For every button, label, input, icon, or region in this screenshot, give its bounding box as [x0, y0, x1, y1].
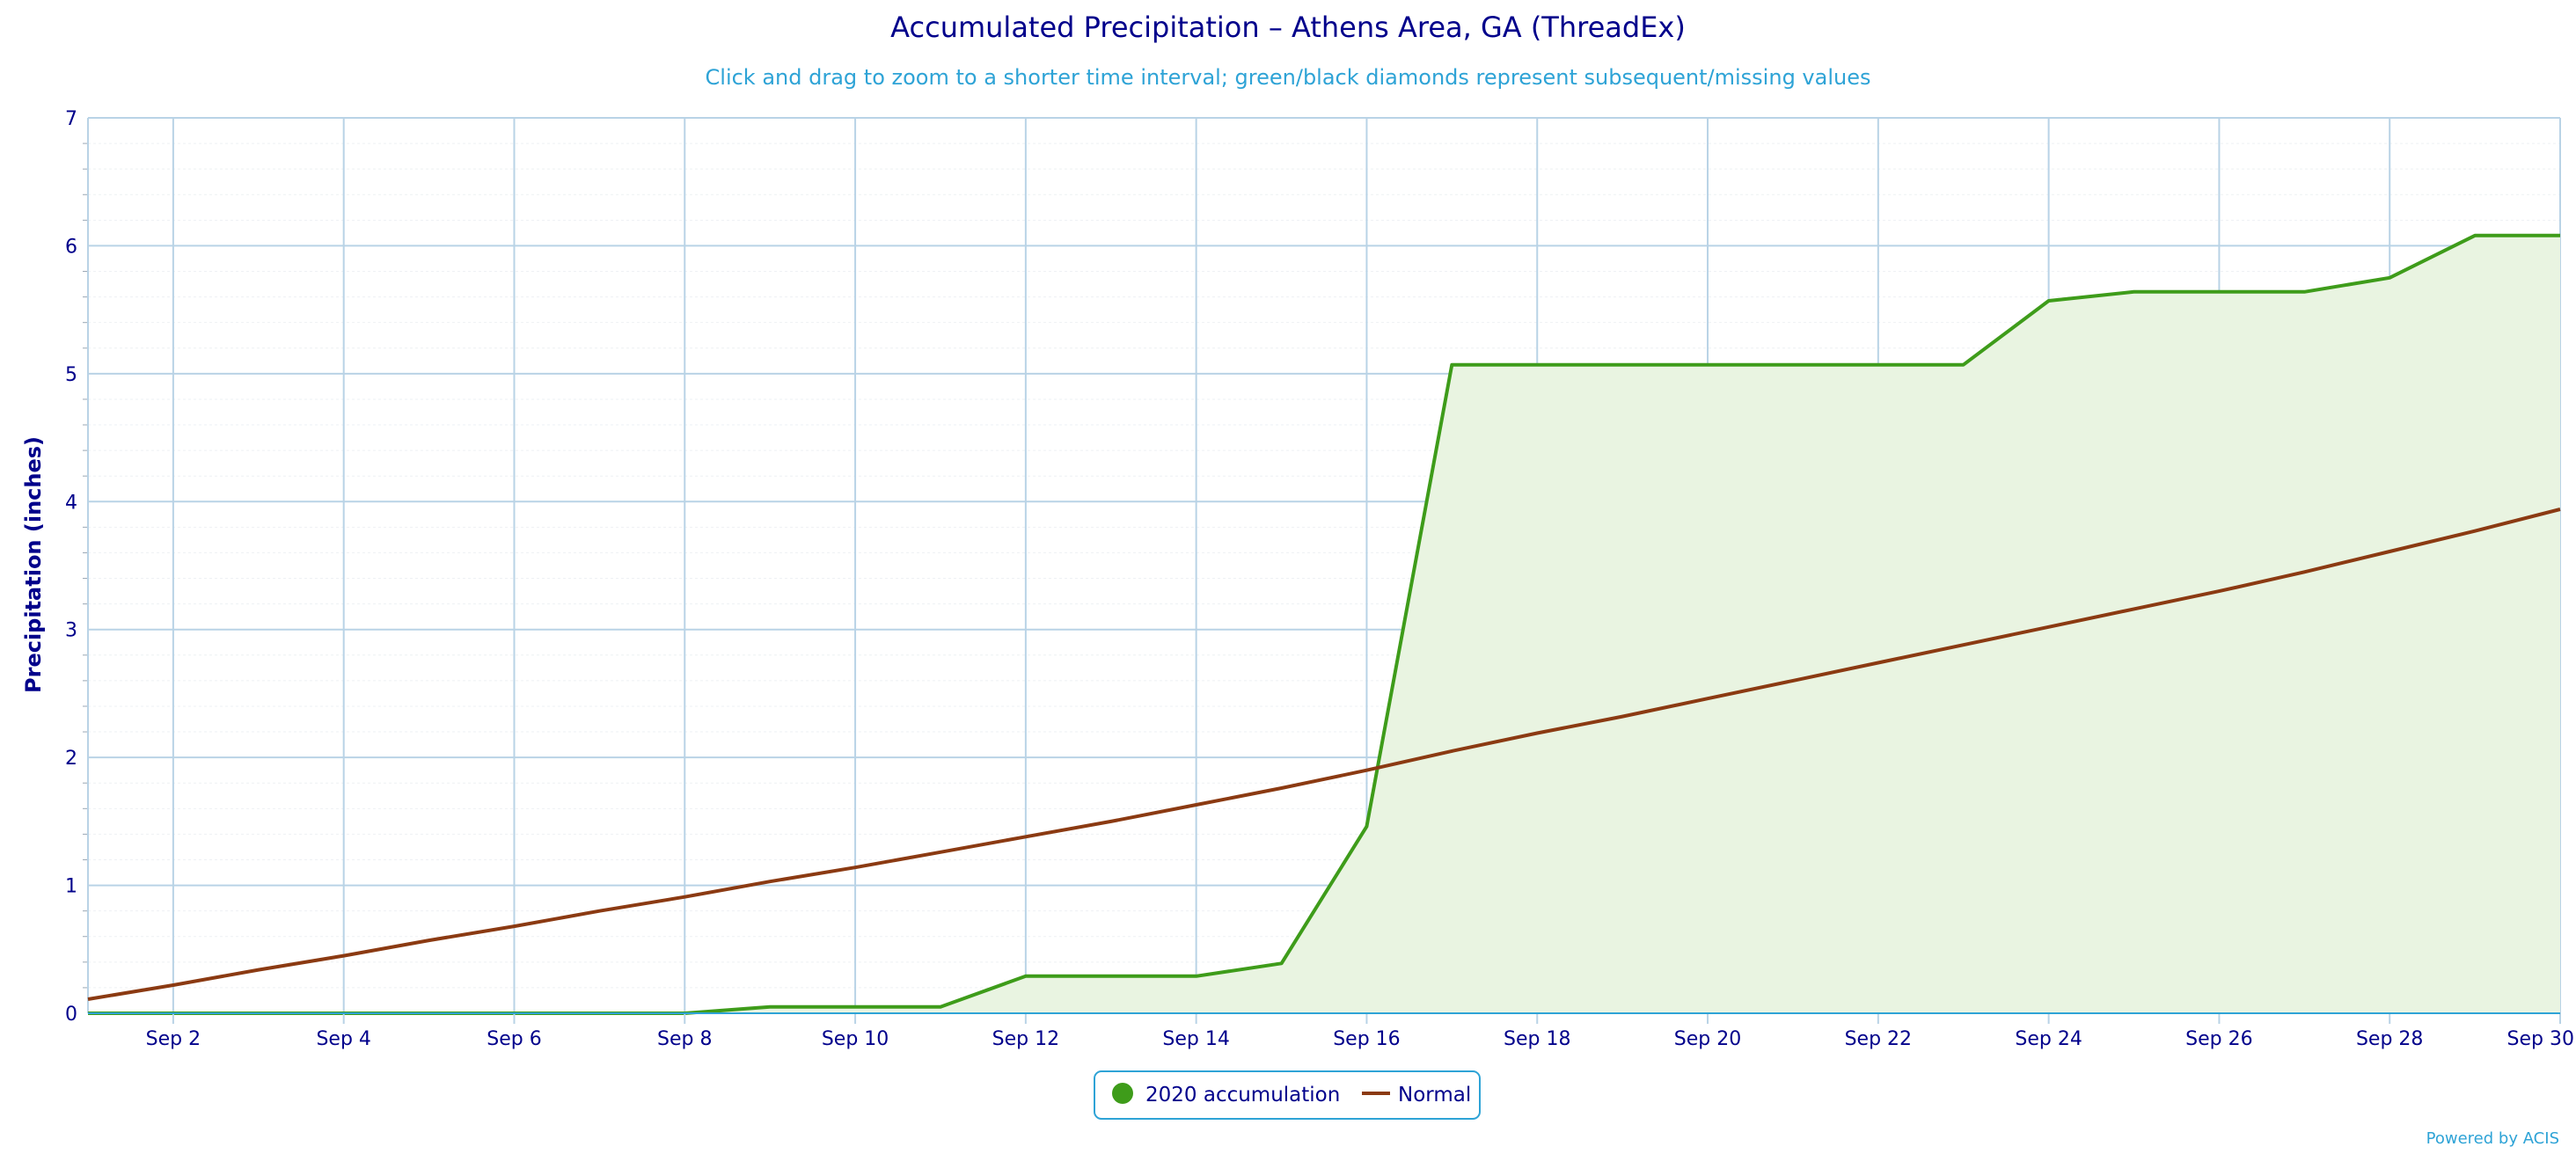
data-point-2020-accumulation[interactable]: [1871, 358, 1885, 372]
x-tick-label: Sep 4: [316, 1028, 370, 1050]
data-point-normal[interactable]: [1957, 638, 1971, 652]
data-point-normal[interactable]: [677, 890, 692, 904]
x-tick-label: Sep 26: [2185, 1028, 2252, 1050]
x-tick-label: Sep 16: [1333, 1028, 1400, 1050]
data-point-normal[interactable]: [2382, 544, 2397, 559]
y-axis-title: Precipitation (inches): [21, 436, 46, 693]
x-tick-label: Sep 8: [657, 1028, 712, 1050]
legend-item-2020-accumulation[interactable]: 2020 accumulation: [1112, 1083, 1340, 1107]
data-point-normal[interactable]: [1019, 829, 1033, 844]
x-tick-label: Sep 6: [487, 1028, 541, 1050]
data-point-normal[interactable]: [2468, 524, 2482, 538]
legend-item-normal[interactable]: Normal: [1362, 1084, 1471, 1107]
data-point-normal[interactable]: [848, 860, 862, 874]
data-point-normal[interactable]: [252, 963, 266, 977]
data-point-2020-accumulation[interactable]: [1530, 358, 1544, 372]
y-tick-label: 2: [65, 748, 77, 770]
x-tick-label: Sep 24: [2015, 1028, 2082, 1050]
data-point-2020-accumulation[interactable]: [1445, 358, 1459, 372]
credits-link[interactable]: Powered by ACIS: [2426, 1129, 2559, 1148]
data-point-normal[interactable]: [2212, 584, 2226, 598]
data-point-normal[interactable]: [933, 845, 948, 859]
data-point-2020-accumulation[interactable]: [1359, 820, 1373, 834]
series-area-2020-accumulation: [88, 235, 2560, 1013]
x-tick-label: Sep 22: [1845, 1028, 1912, 1050]
legend-box: [1094, 1070, 1481, 1120]
x-tick-label: Sep 30: [2507, 1028, 2574, 1050]
axes: 0 1 2 3 4 5 6 7 Sep 2 Sep 4 Sep 6 Sep 8 Sep 10 Sep 12…: [65, 108, 2574, 1050]
data-point-normal[interactable]: [1445, 744, 1459, 758]
data-point-2020-accumulation[interactable]: [1019, 969, 1033, 983]
y-tick-label: 5: [65, 364, 77, 386]
y-tick-label: 1: [65, 876, 77, 898]
legend-label-normal: Normal: [1398, 1084, 1471, 1107]
chart-legend: 2020 accumulation Normal: [1094, 1070, 1481, 1120]
data-point-normal[interactable]: [1786, 674, 1800, 688]
data-point-2020-accumulation[interactable]: [1189, 969, 1204, 983]
y-tick-label: 0: [65, 1004, 77, 1026]
data-point-2020-accumulation[interactable]: [2468, 229, 2482, 243]
data-point-normal[interactable]: [166, 978, 180, 992]
x-tick-label: Sep 2: [146, 1028, 201, 1050]
data-point-2020-accumulation[interactable]: [1275, 956, 1289, 970]
data-point-normal[interactable]: [1275, 781, 1289, 795]
data-point-2020-accumulation[interactable]: [848, 1000, 862, 1014]
series-line-normal[interactable]: [87, 508, 2561, 1001]
y-tick-label: 7: [65, 108, 77, 130]
data-point-2020-accumulation[interactable]: [1701, 358, 1715, 372]
data-point-2020-accumulation[interactable]: [1104, 969, 1118, 983]
x-tick-label: Sep 28: [2356, 1028, 2423, 1050]
data-point-normal[interactable]: [2127, 602, 2141, 616]
data-point-2020-accumulation[interactable]: [1615, 358, 1629, 372]
chart-subtitle: Click and drag to zoom to a shorter time…: [706, 65, 1871, 90]
data-point-2020-accumulation[interactable]: [2127, 285, 2141, 299]
data-point-normal[interactable]: [1189, 798, 1204, 812]
data-point-2020-accumulation[interactable]: [2382, 271, 2397, 285]
x-tick-label: Sep 18: [1504, 1028, 1570, 1050]
data-point-2020-accumulation[interactable]: [2212, 285, 2226, 299]
data-point-normal[interactable]: [1359, 763, 1373, 778]
chart-title: Accumulated Precipitation – Athens Area,…: [890, 11, 1686, 44]
data-point-normal[interactable]: [1871, 656, 1885, 670]
data-point-2020-accumulation[interactable]: [2553, 229, 2567, 243]
data-point-normal[interactable]: [422, 933, 436, 947]
data-point-2020-accumulation[interactable]: [763, 1000, 777, 1014]
data-point-normal[interactable]: [2297, 565, 2311, 579]
data-point-normal[interactable]: [1615, 710, 1629, 724]
x-tick-label: Sep 14: [1162, 1028, 1229, 1050]
data-point-normal[interactable]: [1530, 727, 1544, 741]
data-point-normal[interactable]: [507, 919, 521, 933]
legend-label-2020-accumulation: 2020 accumulation: [1145, 1084, 1340, 1107]
plot-series: [81, 229, 2567, 1015]
data-point-2020-accumulation[interactable]: [933, 1000, 948, 1014]
data-point-normal[interactable]: [337, 949, 351, 963]
data-point-normal[interactable]: [81, 992, 95, 1006]
legend-marker-2020-accumulation: [1112, 1083, 1133, 1104]
data-point-normal[interactable]: [2042, 620, 2056, 634]
x-tick-label: Sep 12: [992, 1028, 1059, 1050]
data-point-normal[interactable]: [592, 904, 606, 918]
data-point-2020-accumulation[interactable]: [2297, 285, 2311, 299]
y-tick-label: 4: [65, 492, 77, 514]
data-point-normal[interactable]: [763, 874, 777, 888]
x-tick-label: Sep 10: [822, 1028, 889, 1050]
data-point-normal[interactable]: [1104, 814, 1118, 829]
data-point-normal[interactable]: [2553, 502, 2567, 516]
data-point-2020-accumulation[interactable]: [2042, 294, 2056, 308]
y-tick-label: 6: [65, 236, 77, 258]
data-point-2020-accumulation[interactable]: [1957, 358, 1971, 372]
data-point-2020-accumulation[interactable]: [1786, 358, 1800, 372]
x-tick-label: Sep 20: [1674, 1028, 1741, 1050]
data-point-normal[interactable]: [1701, 691, 1715, 705]
y-tick-label: 3: [65, 620, 77, 642]
